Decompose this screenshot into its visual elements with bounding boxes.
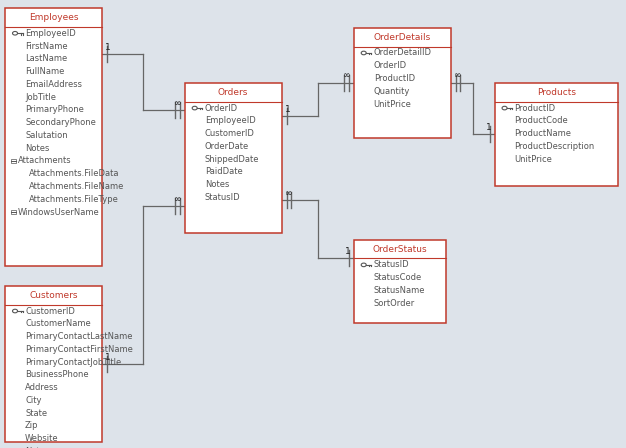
Text: Website: Website xyxy=(25,434,59,443)
Text: ProductDescription: ProductDescription xyxy=(515,142,595,151)
Text: OrderDetailID: OrderDetailID xyxy=(374,48,432,57)
Text: CustomerID: CustomerID xyxy=(205,129,255,138)
Text: ProductCode: ProductCode xyxy=(515,116,568,125)
Text: City: City xyxy=(25,396,41,405)
Text: ∞: ∞ xyxy=(285,189,292,198)
Text: EmployeeID: EmployeeID xyxy=(25,29,76,38)
Text: Attachments.FileName: Attachments.FileName xyxy=(29,182,124,191)
Text: UnitPrice: UnitPrice xyxy=(515,155,553,164)
Text: WindowsUserName: WindowsUserName xyxy=(18,207,100,216)
Text: 1: 1 xyxy=(105,353,111,362)
Text: Attachments.FileData: Attachments.FileData xyxy=(29,169,120,178)
Text: 1: 1 xyxy=(345,247,351,256)
Text: PaidDate: PaidDate xyxy=(205,168,242,177)
Text: Attachments: Attachments xyxy=(18,156,71,165)
Text: StatusID: StatusID xyxy=(374,260,409,269)
Bar xyxy=(11,159,16,163)
Text: PrimaryPhone: PrimaryPhone xyxy=(25,105,84,114)
Text: ∞: ∞ xyxy=(343,71,351,81)
Text: Products: Products xyxy=(537,88,576,97)
Text: Notes: Notes xyxy=(25,144,49,153)
Text: EmailAddress: EmailAddress xyxy=(25,80,82,89)
Text: Notes: Notes xyxy=(205,180,229,189)
Text: Quantity: Quantity xyxy=(374,87,410,96)
Text: FirstName: FirstName xyxy=(25,42,68,51)
Text: 1: 1 xyxy=(105,43,111,52)
Text: ShippedDate: ShippedDate xyxy=(205,155,259,164)
Text: Orders: Orders xyxy=(218,88,249,97)
Text: Employees: Employees xyxy=(29,13,78,22)
Text: PrimaryContactLastName: PrimaryContactLastName xyxy=(25,332,133,341)
Text: 1: 1 xyxy=(486,123,491,132)
Text: OrderDetails: OrderDetails xyxy=(374,33,431,42)
Bar xyxy=(354,240,446,323)
Text: ∞: ∞ xyxy=(454,71,461,81)
Text: EmployeeID: EmployeeID xyxy=(205,116,255,125)
Bar xyxy=(5,286,102,442)
Text: ProductID: ProductID xyxy=(515,103,556,112)
Text: SortOrder: SortOrder xyxy=(374,299,415,308)
Text: 1: 1 xyxy=(285,105,290,114)
Text: ProductID: ProductID xyxy=(374,74,415,83)
Text: Customers: Customers xyxy=(29,291,78,300)
Text: OrderDate: OrderDate xyxy=(205,142,249,151)
Text: CustomerName: CustomerName xyxy=(25,319,91,328)
Bar xyxy=(354,28,451,138)
Text: SecondaryPhone: SecondaryPhone xyxy=(25,118,96,127)
Text: Zip: Zip xyxy=(25,422,39,431)
Bar xyxy=(5,8,102,266)
Text: BusinessPhone: BusinessPhone xyxy=(25,370,89,379)
Text: LastName: LastName xyxy=(25,54,67,63)
Text: CustomerID: CustomerID xyxy=(25,306,75,315)
Text: PrimaryContactFirstName: PrimaryContactFirstName xyxy=(25,345,133,354)
Text: UnitPrice: UnitPrice xyxy=(374,99,412,108)
Text: Address: Address xyxy=(25,383,59,392)
Text: StatusCode: StatusCode xyxy=(374,273,422,282)
Text: OrderStatus: OrderStatus xyxy=(372,245,428,254)
Text: FullName: FullName xyxy=(25,67,64,76)
Text: JobTitle: JobTitle xyxy=(25,93,56,102)
Text: ProductName: ProductName xyxy=(515,129,572,138)
Text: OrderID: OrderID xyxy=(205,103,238,112)
Text: Salutation: Salutation xyxy=(25,131,68,140)
Bar xyxy=(185,83,282,233)
Text: PrimaryContactJobTitle: PrimaryContactJobTitle xyxy=(25,358,121,366)
Text: ∞: ∞ xyxy=(174,99,182,108)
Text: Attachments.FileType: Attachments.FileType xyxy=(29,195,119,204)
Bar xyxy=(495,83,618,186)
Text: StatusID: StatusID xyxy=(205,193,240,202)
Text: ∞: ∞ xyxy=(174,195,182,204)
Text: StatusName: StatusName xyxy=(374,286,425,295)
Text: Notes: Notes xyxy=(25,447,49,448)
Text: State: State xyxy=(25,409,47,418)
Bar xyxy=(11,210,16,214)
Text: OrderID: OrderID xyxy=(374,61,407,70)
